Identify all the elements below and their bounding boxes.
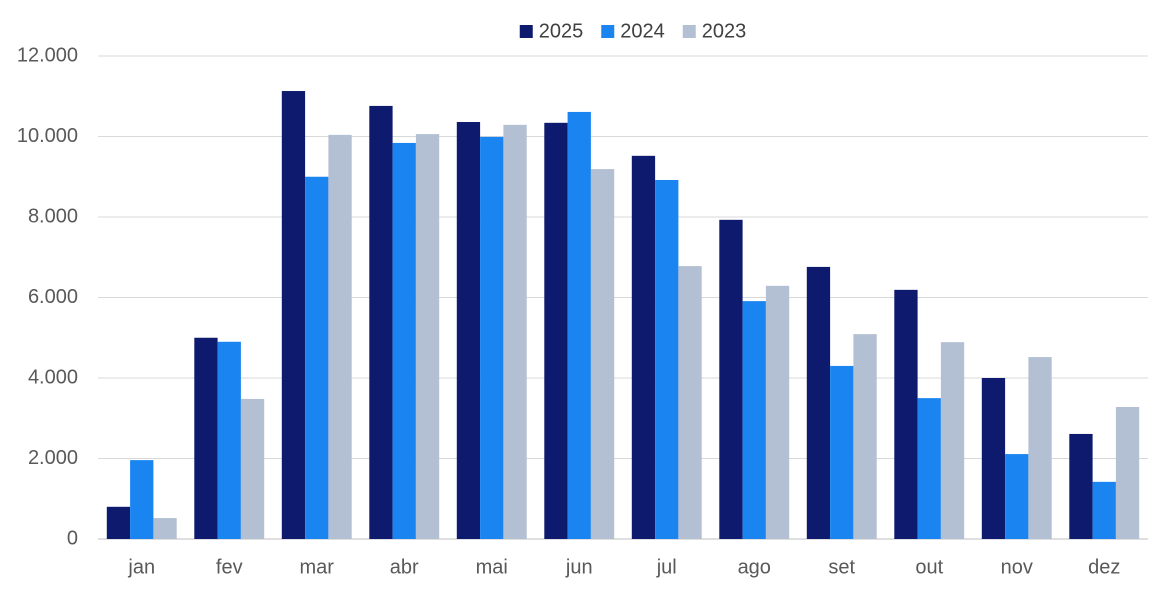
x-tick-label: jul bbox=[656, 556, 677, 578]
x-tick-label: ago bbox=[738, 556, 771, 578]
bar bbox=[1115, 406, 1140, 539]
y-tick-label: 12.000 bbox=[17, 44, 78, 66]
bar bbox=[719, 219, 743, 539]
y-tick-label: 2.000 bbox=[28, 447, 78, 469]
bar bbox=[480, 136, 504, 539]
bar bbox=[456, 122, 481, 539]
x-tick-label: dez bbox=[1088, 556, 1120, 578]
bar bbox=[415, 134, 440, 539]
x-tick-label: out bbox=[915, 556, 943, 578]
bar bbox=[830, 365, 854, 539]
y-tick-label: 0 bbox=[67, 527, 78, 549]
bar bbox=[631, 155, 656, 539]
bar bbox=[806, 266, 831, 539]
x-tick-label: mai bbox=[476, 556, 508, 578]
bar bbox=[940, 342, 965, 539]
bar bbox=[567, 111, 591, 539]
legend-swatch bbox=[682, 25, 696, 38]
y-tick-label: 8.000 bbox=[28, 205, 78, 227]
bar bbox=[1069, 433, 1093, 539]
bar bbox=[981, 378, 1006, 539]
bar bbox=[328, 134, 352, 539]
legend-label: 2025 bbox=[539, 20, 584, 42]
y-tick-label: 10.000 bbox=[17, 125, 78, 147]
bar bbox=[194, 337, 218, 539]
bar bbox=[281, 91, 306, 539]
bar bbox=[1005, 454, 1029, 539]
legend-label: 2023 bbox=[702, 20, 747, 42]
bar bbox=[894, 289, 918, 539]
bar bbox=[240, 398, 265, 539]
bar bbox=[590, 169, 615, 540]
legend-swatch bbox=[601, 25, 615, 38]
bar bbox=[853, 334, 877, 539]
y-tick-label: 4.000 bbox=[28, 366, 78, 388]
bar bbox=[678, 266, 702, 539]
bar bbox=[503, 124, 527, 539]
x-tick-label: abr bbox=[390, 556, 419, 578]
x-tick-label: nov bbox=[1001, 556, 1033, 578]
x-tick-label: jan bbox=[127, 556, 155, 578]
legend-label: 2024 bbox=[620, 20, 665, 42]
bar bbox=[392, 142, 416, 539]
bar bbox=[217, 341, 241, 539]
bar bbox=[655, 179, 679, 539]
bar bbox=[742, 301, 766, 539]
bar bbox=[130, 460, 154, 539]
legend-swatch bbox=[519, 25, 533, 38]
bar bbox=[305, 176, 329, 539]
bar bbox=[1092, 481, 1116, 539]
bar bbox=[153, 518, 177, 539]
y-tick-label: 6.000 bbox=[28, 286, 78, 308]
bar bbox=[765, 285, 790, 539]
x-tick-label: set bbox=[828, 556, 855, 578]
bar bbox=[106, 506, 131, 539]
bar bbox=[369, 105, 393, 539]
bar bbox=[1028, 357, 1052, 539]
bar bbox=[917, 398, 941, 539]
x-tick-label: fev bbox=[216, 556, 243, 578]
x-tick-label: jun bbox=[565, 556, 593, 578]
x-tick-label: mar bbox=[300, 556, 335, 578]
bar bbox=[544, 122, 568, 539]
